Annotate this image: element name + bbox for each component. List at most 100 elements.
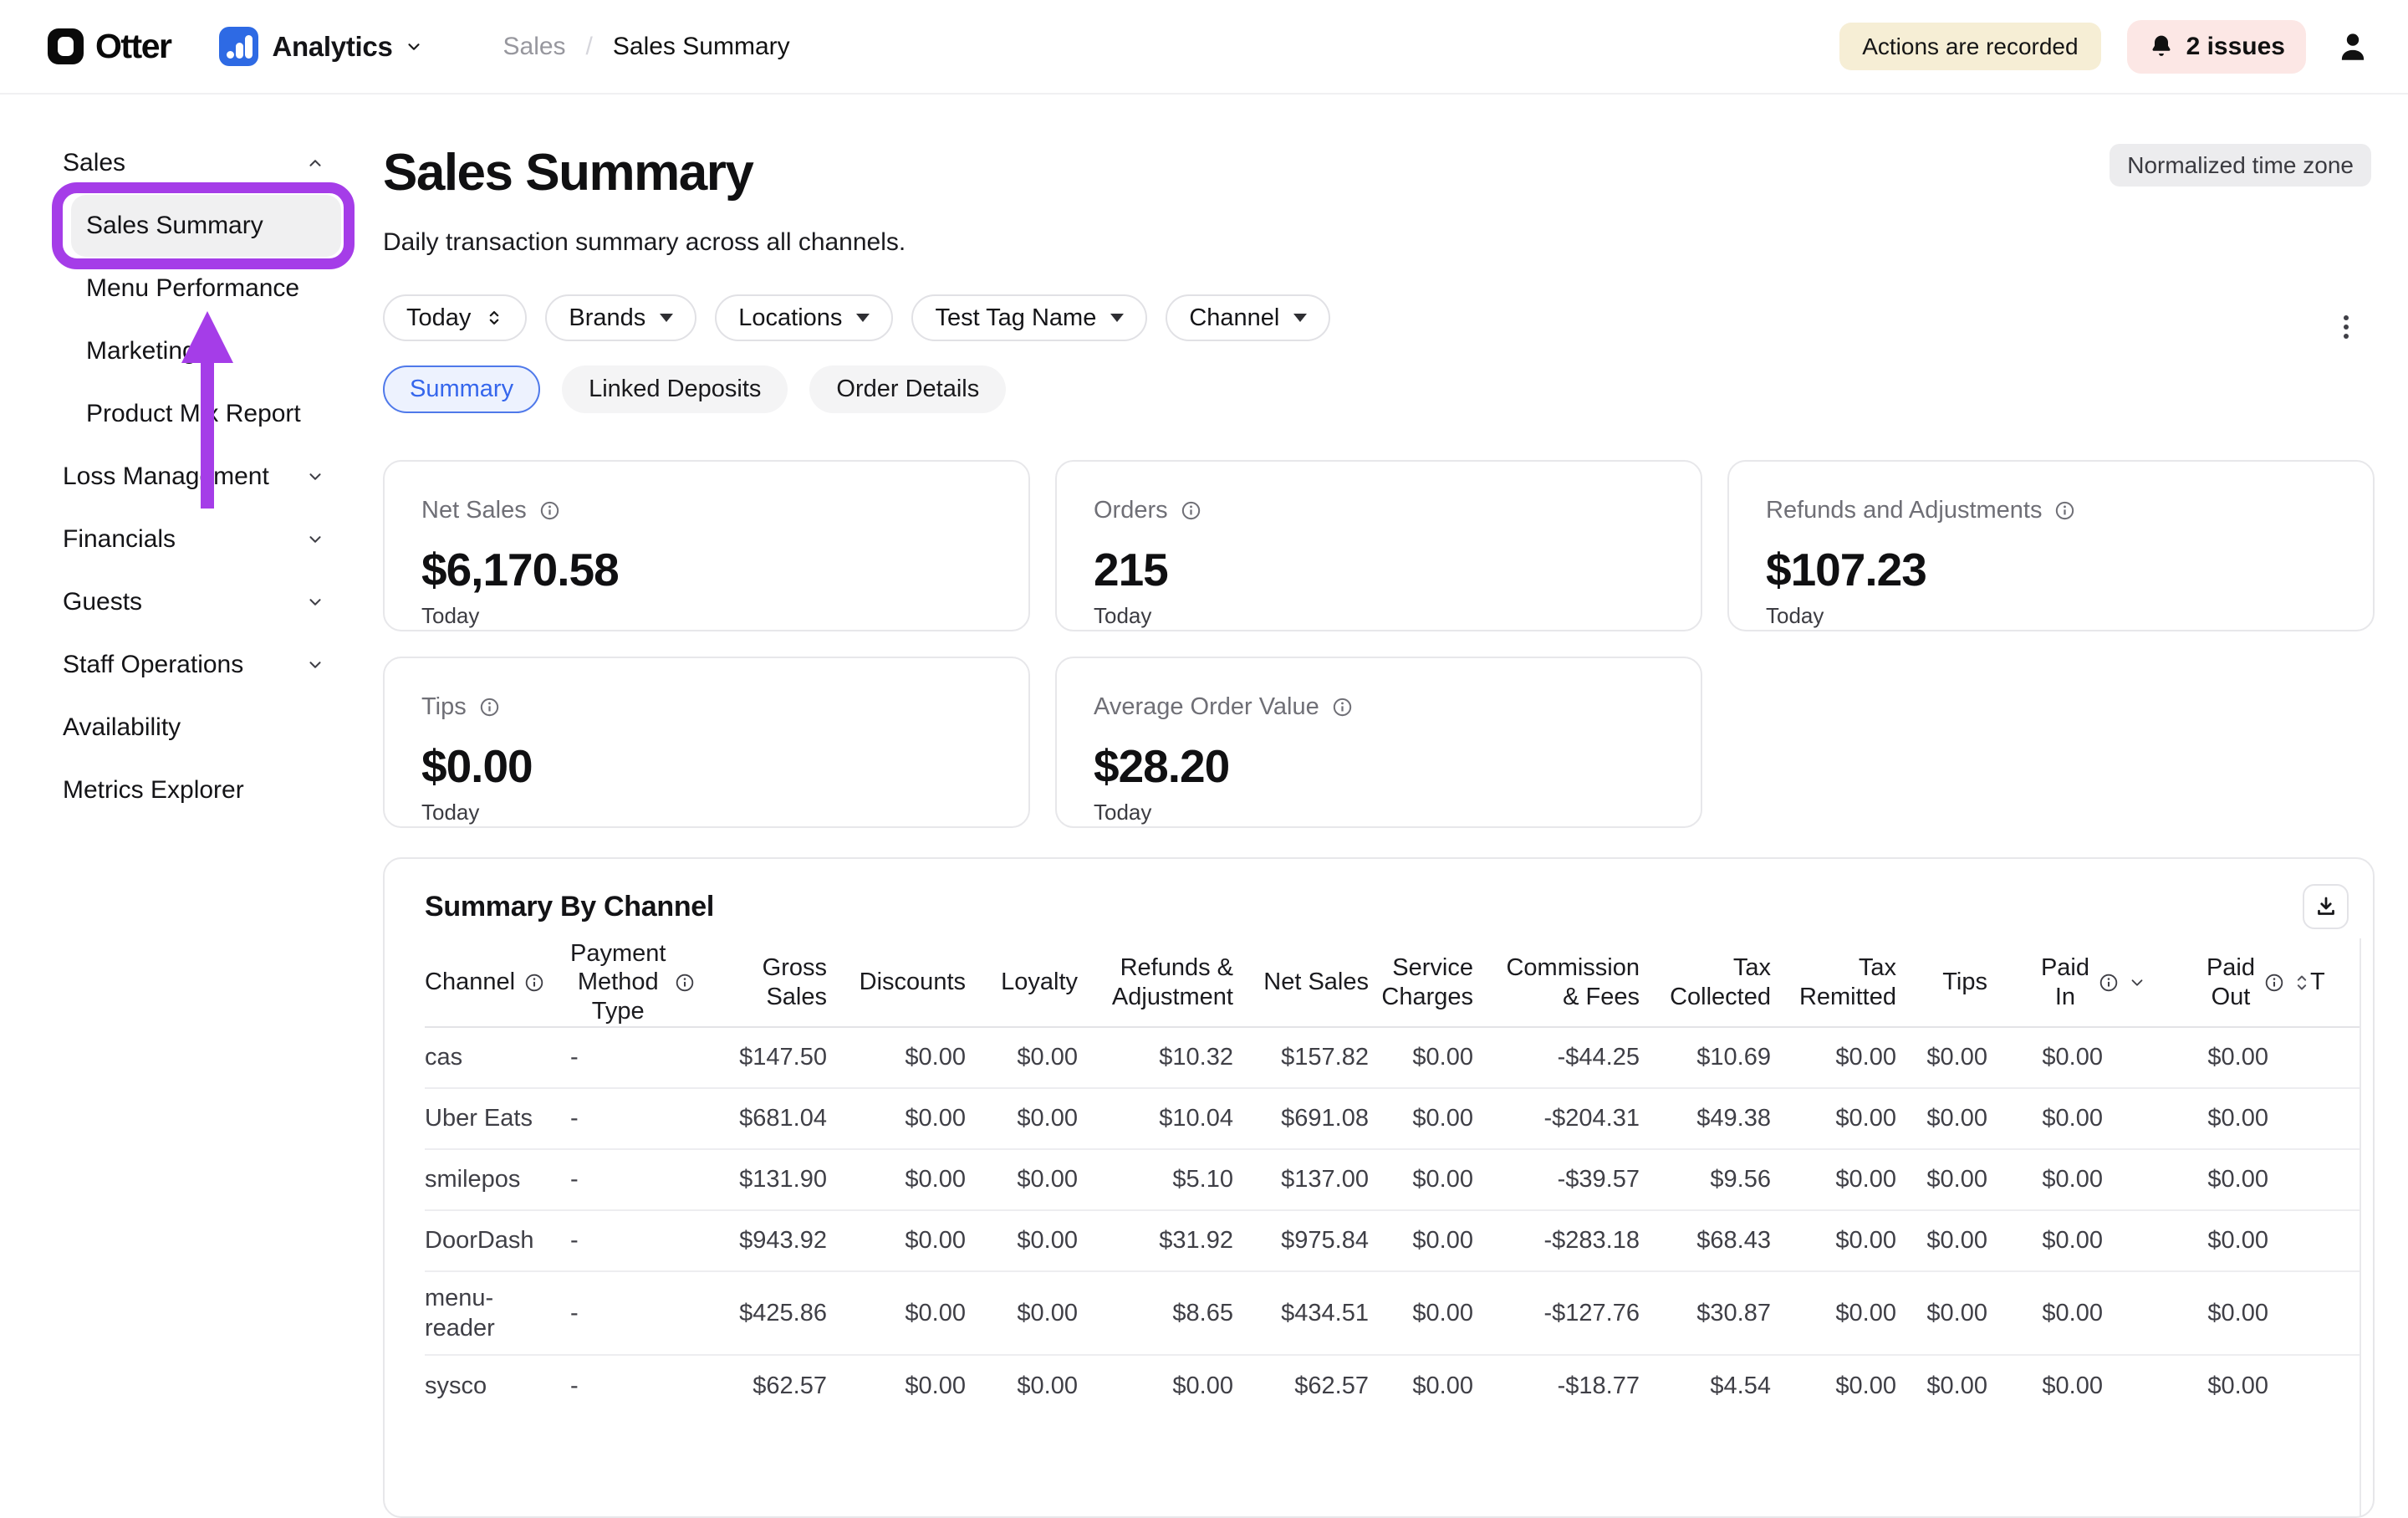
value-cell: $0.00 (966, 1271, 1078, 1355)
date-filter-label: Today (406, 304, 471, 332)
sidebar-section-loss-management[interactable]: Loss Management (0, 445, 368, 508)
info-icon[interactable] (478, 696, 501, 718)
download-button[interactable] (2303, 884, 2349, 929)
tab-order-details[interactable]: Order Details (809, 365, 1006, 413)
breadcrumb-current: Sales Summary (613, 33, 790, 61)
sidebar-item-product-mix-report[interactable]: Product Mix Report (0, 382, 368, 445)
info-icon[interactable] (2098, 972, 2120, 994)
value-cell: $68.43 (1640, 1210, 1771, 1271)
tag-filter-button[interactable]: Test Tag Name (911, 294, 1147, 341)
page-title: Sales Summary (383, 143, 752, 202)
filter-bar: Today Brands Locations Test Tag Name Cha… (383, 294, 1330, 341)
value-cell: $434.51 (1233, 1271, 1369, 1355)
value-cell: $147.50 (696, 1027, 827, 1088)
brands-filter-label: Brands (569, 304, 645, 332)
sidebar-item-menu-performance-label: Menu Performance (86, 274, 299, 303)
info-icon[interactable] (2053, 499, 2076, 522)
sidebar-section-sales-label: Sales (63, 149, 125, 177)
value-cell: -$283.18 (1473, 1210, 1640, 1271)
metric-card-orders: Orders 215 Today (1055, 460, 1702, 631)
info-icon[interactable] (538, 499, 561, 522)
value-cell: $0.00 (1896, 1088, 1987, 1149)
column-header-label: Paid Out (2206, 953, 2255, 1010)
value-cell: $425.86 (696, 1271, 827, 1355)
value-cell: $0.00 (1369, 1355, 1473, 1416)
channel-filter-label: Channel (1189, 304, 1279, 332)
info-icon[interactable] (523, 972, 545, 994)
channel-filter-button[interactable]: Channel (1166, 294, 1330, 341)
column-header[interactable]: Tax Remitted (1771, 938, 1896, 1027)
channel-table-scroll-area[interactable]: ChannelPayment Method TypeGross SalesDis… (425, 938, 2361, 1516)
table-row: Uber Eats-$681.04$0.00$0.00$10.04$691.08… (425, 1088, 2361, 1149)
annotation-arrow-shaft (201, 362, 214, 509)
column-header-label: Net Sales (1263, 968, 1369, 996)
value-cell: -$39.57 (1473, 1149, 1640, 1210)
info-icon[interactable] (674, 972, 696, 994)
brand-name: Otter (95, 27, 171, 66)
caret-down-icon (660, 314, 673, 322)
column-header[interactable]: Service Charges (1369, 938, 1473, 1027)
sidebar-item-sales-summary[interactable]: Sales Summary (0, 194, 368, 257)
column-header[interactable]: Paid In (1987, 938, 2146, 1027)
sidebar-item-menu-performance[interactable]: Menu Performance (0, 257, 368, 319)
summary-by-channel-card: Summary By Channel ChannelPayment Method… (383, 857, 2375, 1518)
info-icon[interactable] (1331, 696, 1354, 718)
value-cell: $0.00 (1369, 1149, 1473, 1210)
date-filter-button[interactable]: Today (383, 294, 527, 341)
column-header[interactable]: Payment Method Type (570, 938, 696, 1027)
sort-icon[interactable] (2293, 973, 2310, 993)
value-cell: -$44.25 (1473, 1027, 1640, 1088)
column-header[interactable]: Tips (1896, 938, 1987, 1027)
value-cell: $0.00 (1987, 1088, 2146, 1149)
sidebar-section-staff-operations[interactable]: Staff Operations (0, 633, 368, 696)
more-options-button[interactable] (2329, 308, 2363, 346)
value-cell: $49.38 (1640, 1088, 1771, 1149)
info-icon[interactable] (2263, 972, 2285, 994)
locations-filter-button[interactable]: Locations (715, 294, 893, 341)
value-cell: $0.00 (1987, 1271, 2146, 1355)
column-header[interactable]: T (2310, 938, 2361, 1027)
table-row: DoorDash-$943.92$0.00$0.00$31.92$975.84$… (425, 1210, 2361, 1271)
sidebar-section-sales[interactable]: Sales (0, 131, 368, 194)
value-cell: $0.00 (827, 1027, 966, 1088)
breadcrumb-parent[interactable]: Sales (503, 33, 566, 61)
column-header[interactable]: Refunds & Adjustment (1078, 938, 1233, 1027)
sidebar-section-guests[interactable]: Guests (0, 570, 368, 633)
sidebar-item-availability[interactable]: Availability (0, 696, 368, 759)
table-row: cas-$147.50$0.00$0.00$10.32$157.82$0.00-… (425, 1027, 2361, 1088)
select-arrows-icon (485, 309, 503, 327)
column-header[interactable]: Channel (425, 938, 570, 1027)
sidebar-section-staff-operations-label: Staff Operations (63, 651, 243, 679)
person-icon (2335, 29, 2370, 64)
account-button[interactable] (2331, 25, 2375, 69)
top-bar: Otter Analytics Sales / Sales Summary Ac… (0, 0, 2408, 95)
sidebar-section-financials[interactable]: Financials (0, 508, 368, 570)
column-header[interactable]: Gross Sales (696, 938, 827, 1027)
column-header[interactable]: Loyalty (966, 938, 1078, 1027)
value-cell: $137.00 (1233, 1149, 1369, 1210)
metric-card-net-sales: Net Sales $6,170.58 Today (383, 460, 1030, 631)
clipped-cell (2310, 1088, 2361, 1149)
otter-logo-icon[interactable] (48, 28, 84, 64)
column-header[interactable]: Tax Collected (1640, 938, 1771, 1027)
column-header[interactable]: Net Sales (1233, 938, 1369, 1027)
column-header[interactable]: Paid Out (2146, 938, 2310, 1027)
tab-linked-deposits[interactable]: Linked Deposits (562, 365, 788, 413)
info-icon[interactable] (1180, 499, 1202, 522)
value-cell: $0.00 (1771, 1027, 1896, 1088)
main-content: Sales Summary Normalized time zone Daily… (368, 95, 2408, 1418)
sidebar-item-metrics-explorer[interactable]: Metrics Explorer (0, 759, 368, 821)
product-switcher[interactable]: Analytics (219, 27, 422, 66)
chevron-down-icon[interactable] (2128, 974, 2146, 992)
sidebar-section-financials-label: Financials (63, 525, 176, 554)
value-cell: $0.00 (1771, 1088, 1896, 1149)
issues-button[interactable]: 2 issues (2127, 20, 2306, 74)
value-cell: $0.00 (827, 1210, 966, 1271)
brands-filter-button[interactable]: Brands (545, 294, 696, 341)
column-header[interactable]: Discounts (827, 938, 966, 1027)
column-header[interactable]: Commission & Fees (1473, 938, 1640, 1027)
tab-summary[interactable]: Summary (383, 365, 540, 413)
analytics-icon (219, 27, 258, 66)
chevron-down-icon (306, 530, 324, 549)
value-cell: $0.00 (1896, 1210, 1987, 1271)
